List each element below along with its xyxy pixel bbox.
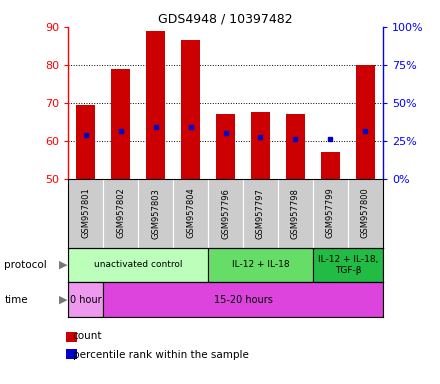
Text: GSM957800: GSM957800: [361, 188, 370, 238]
Bar: [321, 152, 340, 179]
Text: 15-20 hours: 15-20 hours: [213, 295, 272, 305]
Bar: [103, 179, 138, 248]
Bar: [313, 248, 383, 282]
Bar: [68, 248, 208, 282]
Text: ▶: ▶: [0, 383, 1, 384]
Bar: [68, 179, 103, 248]
Text: GSM957797: GSM957797: [256, 188, 265, 238]
Bar: [76, 104, 95, 179]
Bar: [348, 179, 383, 248]
Text: IL-12 + IL-18: IL-12 + IL-18: [231, 260, 289, 270]
Bar: [286, 114, 305, 179]
Text: 0 hour: 0 hour: [70, 295, 102, 305]
Text: IL-12 + IL-18,
TGF-β: IL-12 + IL-18, TGF-β: [318, 255, 378, 275]
Bar: [181, 40, 200, 179]
Text: protocol: protocol: [0, 383, 1, 384]
Text: GSM957799: GSM957799: [326, 188, 335, 238]
Text: protocol: protocol: [4, 260, 47, 270]
Text: GSM957802: GSM957802: [116, 188, 125, 238]
Bar: [68, 282, 103, 317]
Text: count: count: [73, 331, 102, 341]
Text: GSM957803: GSM957803: [151, 188, 160, 238]
Bar: [251, 112, 270, 179]
Bar: [111, 69, 130, 179]
Text: GSM957801: GSM957801: [81, 188, 90, 238]
Bar: [138, 179, 173, 248]
Text: GSM957798: GSM957798: [291, 188, 300, 238]
Text: ▶: ▶: [59, 295, 68, 305]
Text: time: time: [0, 383, 1, 384]
Bar: [173, 179, 208, 248]
Text: unactivated control: unactivated control: [94, 260, 182, 270]
Title: GDS4948 / 10397482: GDS4948 / 10397482: [158, 13, 293, 26]
Text: GSM957796: GSM957796: [221, 188, 230, 238]
Text: ▶: ▶: [0, 383, 1, 384]
Text: GSM957804: GSM957804: [186, 188, 195, 238]
Bar: [146, 31, 165, 179]
Bar: [103, 282, 383, 317]
Bar: [243, 179, 278, 248]
Text: time: time: [4, 295, 28, 305]
Bar: [216, 114, 235, 179]
Bar: [208, 248, 313, 282]
Text: ▶: ▶: [59, 260, 68, 270]
Bar: [356, 65, 375, 179]
Bar: [208, 179, 243, 248]
Bar: [278, 179, 313, 248]
Text: percentile rank within the sample: percentile rank within the sample: [73, 350, 249, 360]
Bar: [313, 179, 348, 248]
